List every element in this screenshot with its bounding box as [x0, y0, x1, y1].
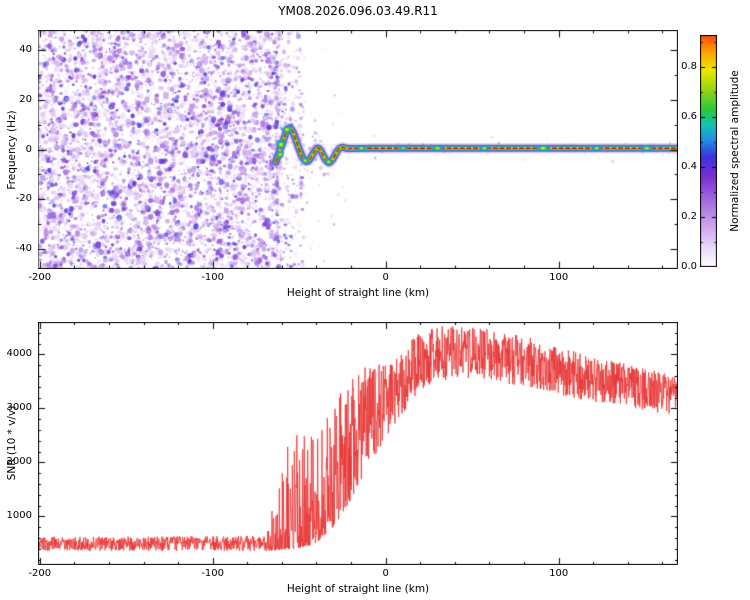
x-tick-label: 0	[382, 568, 389, 579]
x-tick-label: 100	[549, 568, 569, 579]
x-tick-label: -100	[201, 568, 225, 579]
y-tick-label: 0	[25, 143, 32, 155]
chart-title: YM08.2026.096.03.49.R11	[278, 4, 438, 18]
colorbar	[700, 35, 717, 267]
snr-plot	[38, 322, 678, 565]
y-tick-label: 40	[19, 43, 32, 55]
y-tick-label: -40	[15, 243, 32, 255]
y-tick-label: 3000	[6, 402, 32, 414]
y-tick-label: 20	[19, 93, 32, 105]
snr-xlabel: Height of straight line (km)	[286, 583, 430, 595]
colorbar-tick-label: 0.4	[681, 161, 697, 173]
colorbar-label: Normalized spectral amplitude	[729, 70, 741, 232]
y-tick-label: 4000	[6, 348, 32, 360]
spectrogram-xlabel: Height of straight line (km)	[286, 287, 430, 299]
x-tick-label: 100	[549, 272, 569, 283]
colorbar-tick-label: 0.2	[681, 211, 697, 223]
x-tick-label: -200	[28, 568, 52, 579]
y-tick-label: 1000	[6, 510, 32, 522]
y-tick-label: -20	[15, 193, 32, 205]
colorbar-tick-label: 0.8	[681, 61, 697, 73]
x-tick-label: -200	[28, 272, 52, 283]
x-tick-label: -100	[201, 272, 225, 283]
x-tick-label: 0	[382, 272, 389, 283]
snr-ylabel: SNR (10 * v/v)	[6, 405, 18, 481]
y-tick-label: 2000	[6, 456, 32, 468]
spectrogram-plot	[38, 30, 678, 269]
colorbar-tick-label: 0.0	[681, 261, 697, 272]
colorbar-tick-label: 0.6	[681, 111, 697, 123]
